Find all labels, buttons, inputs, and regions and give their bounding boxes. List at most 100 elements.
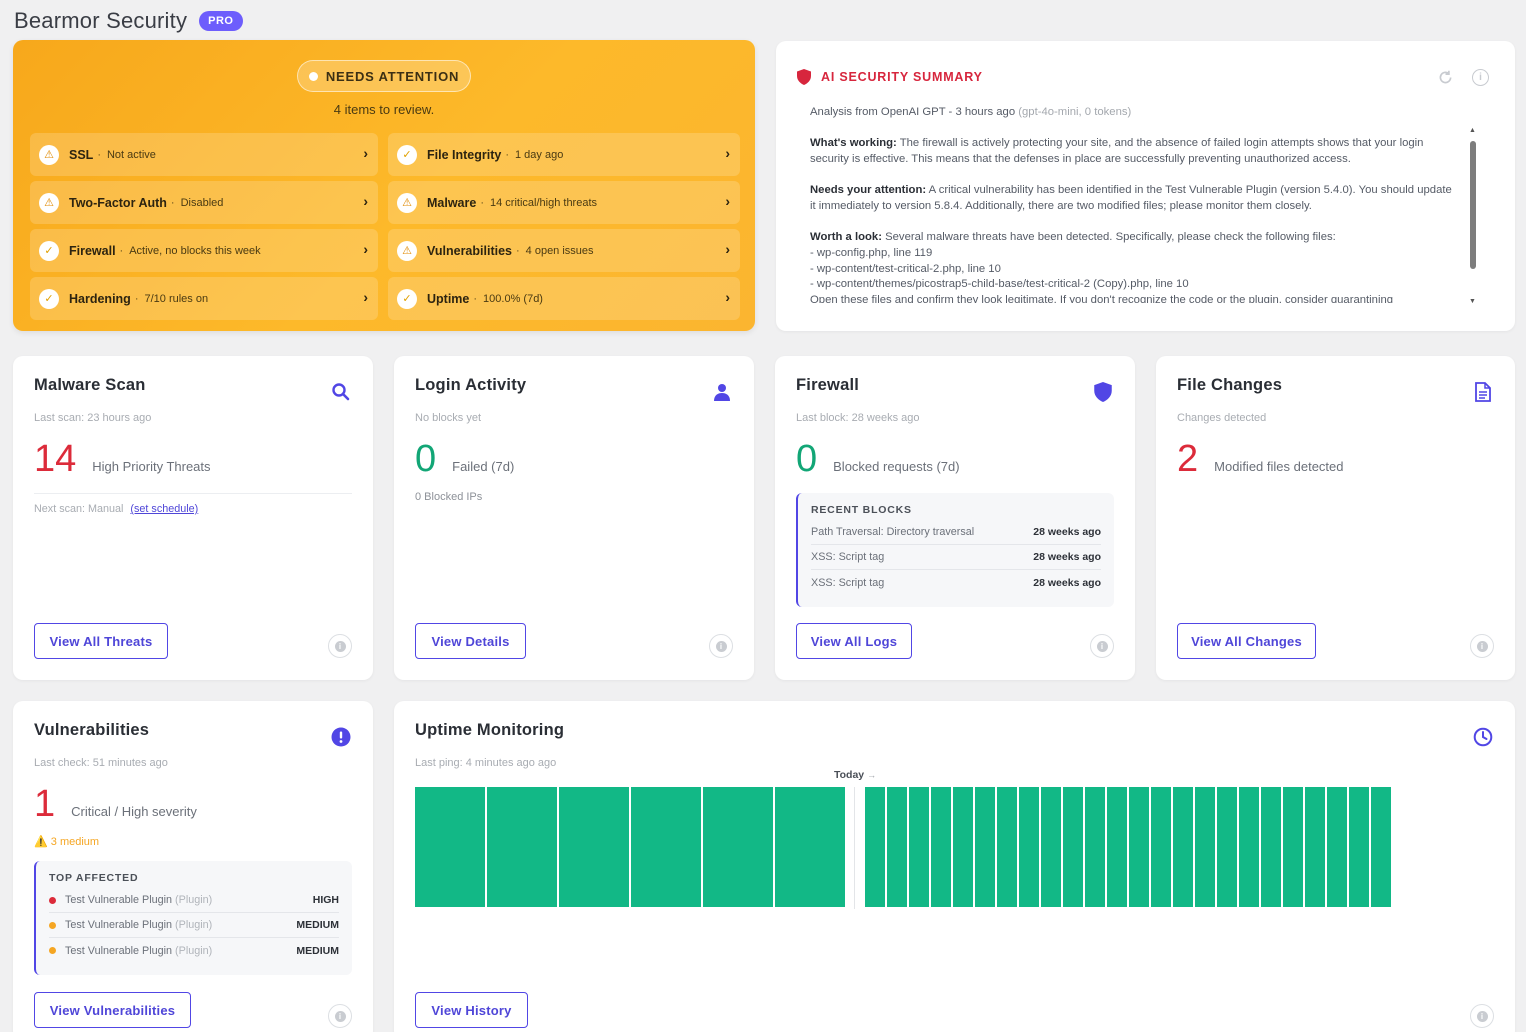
attention-item-name: File Integrity <box>427 147 502 162</box>
uptime-bar[interactable] <box>1173 787 1193 907</box>
info-icon[interactable]: i <box>1470 1004 1494 1028</box>
uptime-bar[interactable] <box>1107 787 1127 907</box>
uptime-bar[interactable] <box>865 787 885 907</box>
info-icon[interactable]: i <box>1472 69 1489 86</box>
scroll-up-icon[interactable]: ▲ <box>1469 127 1476 134</box>
uptime-bar[interactable] <box>487 787 557 907</box>
attention-item-malware[interactable]: ⚠ Malware · 14 critical/high threats › <box>388 181 740 224</box>
chevron-right-icon[interactable]: › <box>725 241 730 257</box>
recent-block-row: XSS: Script tag 28 weeks ago <box>811 545 1101 570</box>
uptime-bar[interactable] <box>703 787 773 907</box>
look-file: - wp-config.php, line 119 <box>810 247 933 259</box>
uptime-bar[interactable] <box>775 787 845 907</box>
uptime-bar[interactable] <box>1239 787 1259 907</box>
affected-type: (Plugin) <box>175 894 213 906</box>
info-icon[interactable]: i <box>328 1004 352 1028</box>
attention-item-name: Uptime <box>427 291 470 306</box>
uptime-bar[interactable] <box>1261 787 1281 907</box>
uptime-bar[interactable] <box>1063 787 1083 907</box>
check-icon: ✓ <box>39 288 59 309</box>
uptime-bar[interactable] <box>1305 787 1325 907</box>
modified-count-label: Modified files detected <box>1214 459 1344 474</box>
uptime-bar[interactable] <box>1129 787 1149 907</box>
app-title: Bearmor Security <box>14 8 188 33</box>
view-all-threats-button[interactable]: View All Threats <box>34 623 168 659</box>
view-history-button[interactable]: View History <box>415 992 528 1028</box>
separator: · <box>119 244 124 257</box>
ai-meta: Analysis from OpenAI GPT - 3 hours ago <box>810 106 1016 118</box>
shield-icon <box>797 69 811 85</box>
uptime-bar[interactable] <box>887 787 907 907</box>
uptime-bar[interactable] <box>1041 787 1061 907</box>
info-icon[interactable]: i <box>1470 634 1494 658</box>
affected-name: Test Vulnerable Plugin <box>65 944 173 957</box>
last-block-text: Last block: 28 weeks ago <box>796 412 920 424</box>
chevron-right-icon[interactable]: › <box>725 193 730 209</box>
recent-blocks-heading: RECENT BLOCKS <box>811 504 912 516</box>
info-icon[interactable]: i <box>709 634 733 658</box>
needs-attention-panel: NEEDS ATTENTION 4 items to review. ⚠ SSL ·… <box>13 40 755 331</box>
uptime-bar[interactable] <box>1151 787 1171 907</box>
uptime-bar[interactable] <box>559 787 629 907</box>
uptime-bar[interactable] <box>1371 787 1391 907</box>
uptime-bar[interactable] <box>997 787 1017 907</box>
severity-label: HIGH <box>312 894 339 906</box>
attention-item-ssl[interactable]: ⚠ SSL · Not active › <box>30 133 378 176</box>
uptime-bar[interactable] <box>1327 787 1347 907</box>
warning-icon: ⚠️ <box>34 836 48 848</box>
check-icon: ✓ <box>397 144 417 165</box>
attention-item-hardening[interactable]: ✓ Hardening · 7/10 rules on › <box>30 277 378 320</box>
chevron-right-icon[interactable]: › <box>363 289 368 305</box>
chevron-right-icon[interactable]: › <box>363 241 368 257</box>
affected-name: Test Vulnerable Plugin <box>65 919 173 931</box>
uptime-bar[interactable] <box>415 787 485 907</box>
ai-scrollbar[interactable]: ▲ ▼ <box>1469 127 1477 305</box>
uptime-bar[interactable] <box>1085 787 1105 907</box>
info-icon[interactable]: i <box>328 634 352 658</box>
uptime-bar[interactable] <box>1019 787 1039 907</box>
attention-item-status: 7/10 rules on <box>144 292 209 305</box>
document-icon <box>1473 382 1493 402</box>
uptime-bar[interactable] <box>1283 787 1303 907</box>
refresh-icon[interactable] <box>1437 69 1454 86</box>
chevron-right-icon[interactable]: › <box>725 145 730 161</box>
check-icon: ✓ <box>397 288 417 309</box>
uptime-bar[interactable] <box>1195 787 1215 907</box>
affected-row[interactable]: Test Vulnerable Plugin (Plugin) HIGH <box>49 888 339 913</box>
view-all-changes-button[interactable]: View All Changes <box>1177 623 1316 659</box>
scroll-thumb[interactable] <box>1470 141 1476 269</box>
attention-item-vulnerabilities[interactable]: ⚠ Vulnerabilities · 4 open issues › <box>388 229 740 272</box>
warning-icon: ⚠ <box>397 240 417 261</box>
uptime-bar[interactable] <box>975 787 995 907</box>
view-all-logs-button[interactable]: View All Logs <box>796 623 912 659</box>
attention-item-status: 1 day ago <box>515 148 564 161</box>
uptime-bar[interactable] <box>953 787 973 907</box>
chevron-right-icon[interactable]: › <box>363 193 368 209</box>
uptime-bar[interactable] <box>631 787 701 907</box>
uptime-bar[interactable] <box>909 787 929 907</box>
view-vulnerabilities-button[interactable]: View Vulnerabilities <box>34 992 191 1028</box>
info-icon[interactable]: i <box>1090 634 1114 658</box>
needs-attention-pill: NEEDS ATTENTION <box>297 60 471 92</box>
ai-meta-model: (gpt-4o-mini, 0 tokens) <box>1018 106 1132 118</box>
uptime-bar[interactable] <box>931 787 951 907</box>
attention-item-file-integrity[interactable]: ✓ File Integrity · 1 day ago › <box>388 133 740 176</box>
attention-item-firewall[interactable]: ✓ Firewall · Active, no blocks this week › <box>30 229 378 272</box>
scroll-down-icon[interactable]: ▼ <box>1469 298 1476 305</box>
affected-row[interactable]: Test Vulnerable Plugin (Plugin) MEDIUM <box>49 913 339 938</box>
set-schedule-link[interactable]: (set schedule) <box>130 503 199 515</box>
attention-subtitle: 4 items to review. <box>333 102 435 117</box>
chevron-right-icon[interactable]: › <box>725 289 730 305</box>
medium-count: 3 medium <box>50 836 100 848</box>
card-title: Firewall <box>796 376 860 394</box>
shield-icon <box>1093 382 1113 402</box>
uptime-bar[interactable] <box>1349 787 1369 907</box>
attention-item-uptime[interactable]: ✓ Uptime · 100.0% (7d) › <box>388 277 740 320</box>
uptime-bar[interactable] <box>1217 787 1237 907</box>
view-details-button[interactable]: View Details <box>415 623 526 659</box>
separator: · <box>480 196 485 209</box>
look-text: Several malware threats have been detect… <box>885 231 1336 244</box>
attention-item-two-factor-auth[interactable]: ⚠ Two-Factor Auth · Disabled › <box>30 181 378 224</box>
chevron-right-icon[interactable]: › <box>363 145 368 161</box>
affected-row[interactable]: Test Vulnerable Plugin (Plugin) MEDIUM <box>49 938 339 963</box>
